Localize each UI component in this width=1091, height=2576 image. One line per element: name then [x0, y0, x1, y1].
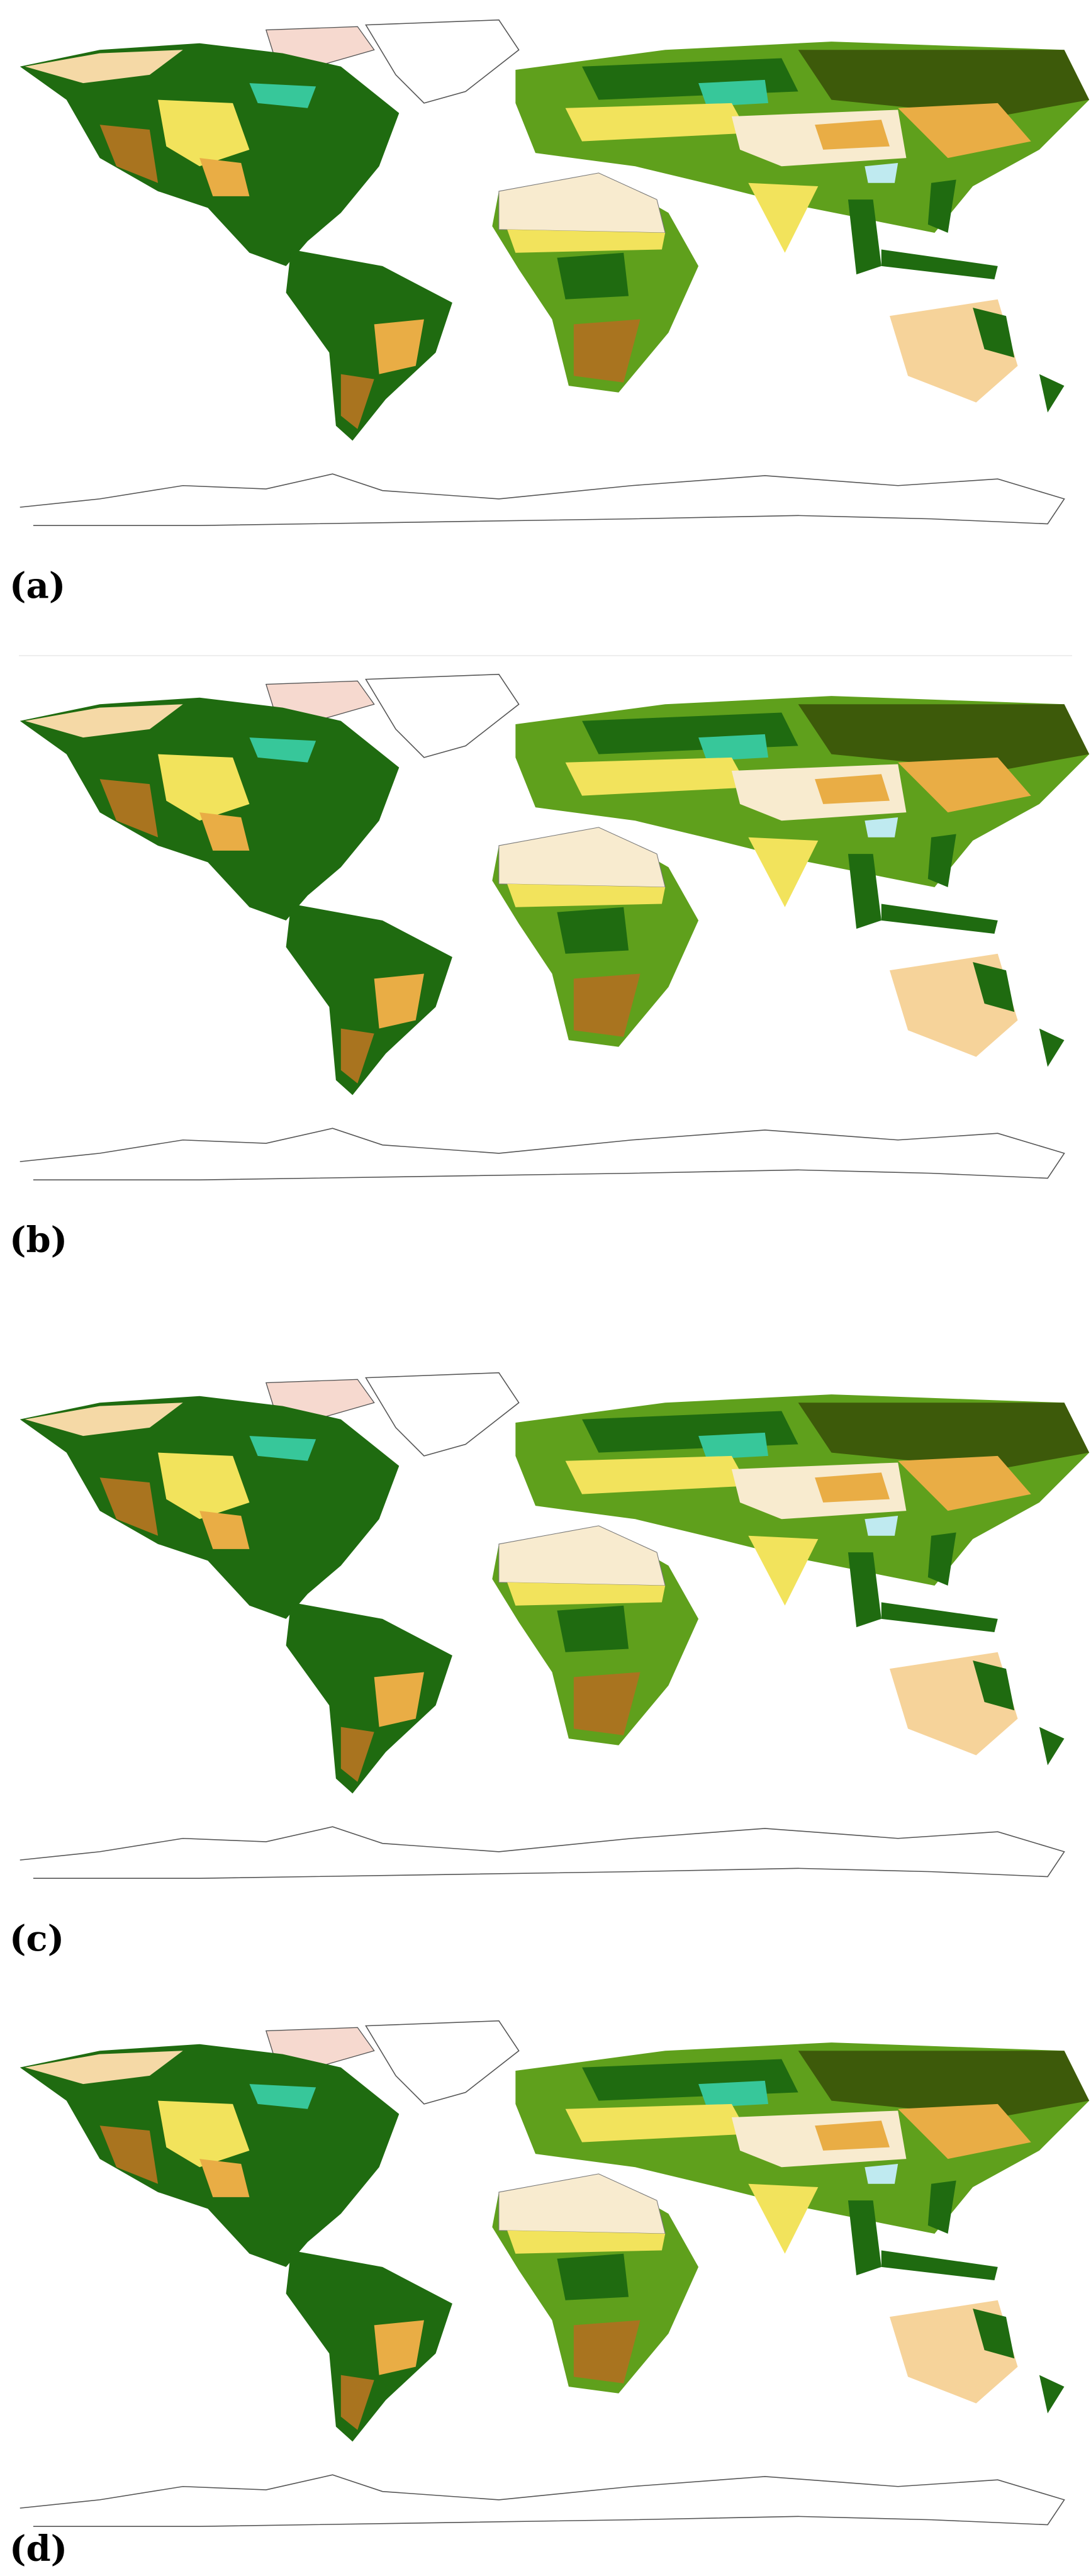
map-panel [19, 2020, 1090, 2528]
map-panel [19, 19, 1090, 527]
panel-label: (d) [9, 2528, 67, 2570]
panel-label: (c) [9, 1918, 64, 1959]
map-panel [19, 1372, 1090, 1879]
panel-label: (a) [9, 565, 65, 607]
map-panel [19, 673, 1090, 1181]
panel-label: (b) [9, 1219, 67, 1261]
